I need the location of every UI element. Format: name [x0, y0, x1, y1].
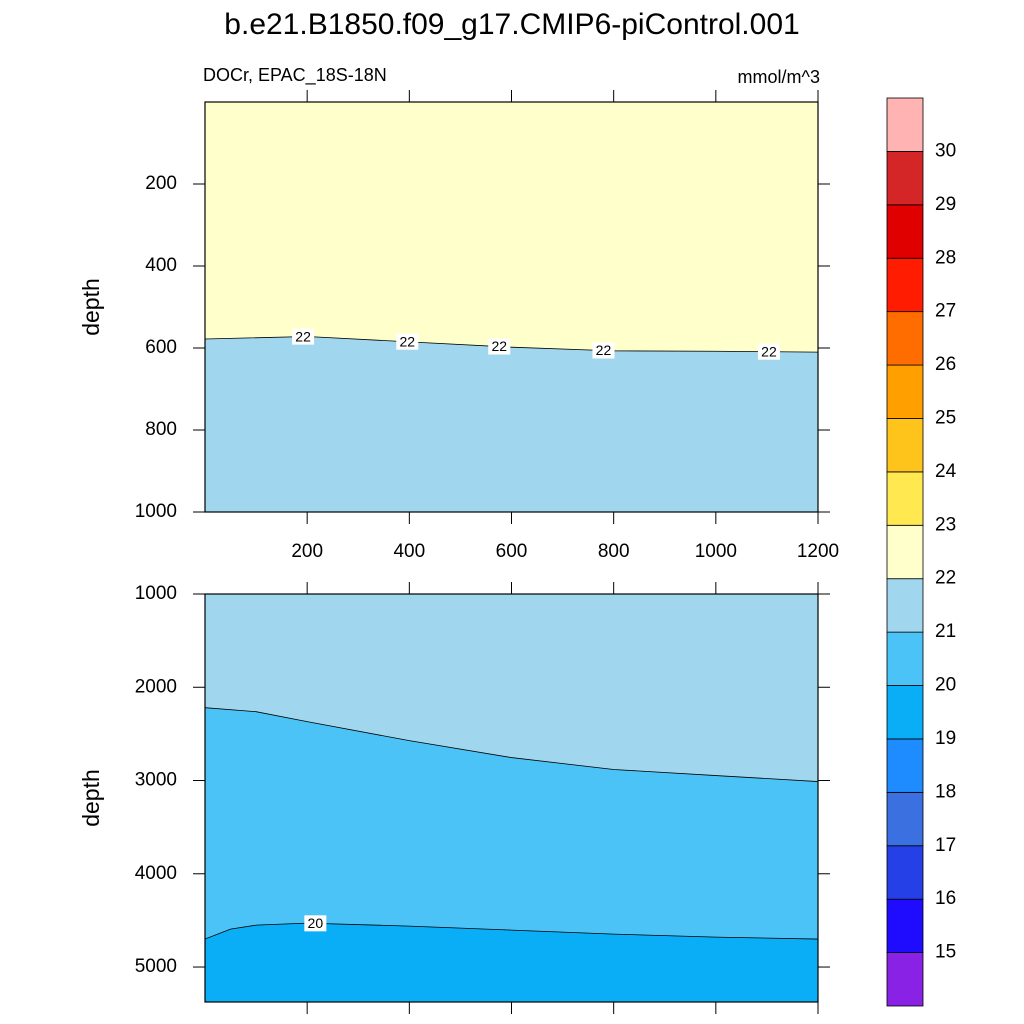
y-tick-label: 600 [145, 337, 177, 358]
colorbar-box [886, 471, 924, 526]
y-tick-label: 5000 [135, 956, 177, 977]
colorbar-label: 25 [935, 407, 956, 428]
colorbar-label: 26 [935, 354, 956, 375]
colorbar-box [886, 952, 924, 1007]
colorbar-box [886, 204, 924, 259]
colorbar-box [886, 311, 924, 366]
figure-title: b.e21.B1850.f09_g17.CMIP6-piControl.001 [224, 8, 799, 41]
contour-line [205, 707, 818, 782]
colorbar-box [886, 364, 924, 419]
colorbar-box [886, 151, 924, 206]
y-axis-label: depth [78, 278, 104, 336]
colorbar-box [886, 257, 924, 313]
colorbar-label: 29 [935, 194, 956, 215]
contour-line [205, 922, 818, 940]
colorbar-label: 15 [935, 942, 956, 963]
x-tick-label: 1000 [695, 541, 737, 562]
contour-label: 22 [295, 328, 311, 344]
contour-fill [205, 336, 818, 512]
left-label: DOCr, EPAC_18S-18N [203, 65, 387, 86]
plot-area [205, 102, 818, 512]
contour-label: 22 [761, 343, 777, 359]
contour-label: 22 [400, 333, 416, 349]
y-tick-label: 200 [145, 173, 177, 194]
right-label: mmol/m^3 [738, 67, 820, 87]
colorbar-box [886, 97, 924, 152]
x-tick-label: 200 [291, 541, 323, 562]
colorbar-label: 17 [935, 835, 956, 856]
colorbar-box [886, 685, 924, 740]
colorbar-label: 22 [935, 568, 956, 589]
contour-label: 22 [491, 338, 507, 354]
y-tick-label: 800 [145, 419, 177, 440]
colorbar-label: 20 [935, 675, 956, 696]
colorbar-label: 19 [935, 728, 956, 749]
colorbar-label: 18 [935, 781, 956, 802]
contour-label-bg [396, 333, 419, 350]
colorbar-box [886, 898, 924, 953]
y-tick-label: 1000 [135, 583, 177, 604]
colorbar-label: 28 [935, 247, 956, 268]
contour-label: 22 [596, 342, 612, 358]
colorbar-box [886, 791, 924, 847]
colorbar-box [886, 631, 924, 686]
contour-label: 20 [308, 915, 324, 931]
colorbar-box [886, 524, 924, 580]
plot-area [205, 594, 818, 1002]
contour-label-bg [757, 343, 780, 360]
contour-label-bg [592, 342, 615, 359]
contour-fill [205, 923, 818, 1002]
x-tick-label: 800 [598, 541, 630, 562]
y-axis-label: depth [78, 769, 104, 827]
colorbar-label: 30 [935, 140, 956, 161]
colorbar-box [886, 578, 924, 633]
colorbar-label: 23 [935, 514, 956, 535]
x-tick-label: 400 [393, 541, 425, 562]
colorbar-box [886, 738, 924, 793]
colorbar-box [886, 418, 924, 473]
y-tick-label: 2000 [135, 676, 177, 697]
x-tick-label: 1200 [797, 541, 839, 562]
colorbar-box [886, 845, 924, 900]
colorbar-label: 27 [935, 301, 956, 322]
colorbar-label: 21 [935, 621, 956, 642]
colorbar-label: 16 [935, 888, 956, 909]
x-tick-label: 600 [496, 541, 528, 562]
y-tick-label: 1000 [135, 501, 177, 522]
contour-label-bg [304, 915, 327, 932]
y-tick-label: 4000 [135, 863, 177, 884]
colorbar-label: 24 [935, 461, 957, 482]
y-tick-label: 3000 [135, 770, 177, 791]
contour-label-bg [292, 328, 315, 345]
y-tick-label: 400 [145, 255, 177, 276]
contour-label-bg [488, 338, 511, 355]
